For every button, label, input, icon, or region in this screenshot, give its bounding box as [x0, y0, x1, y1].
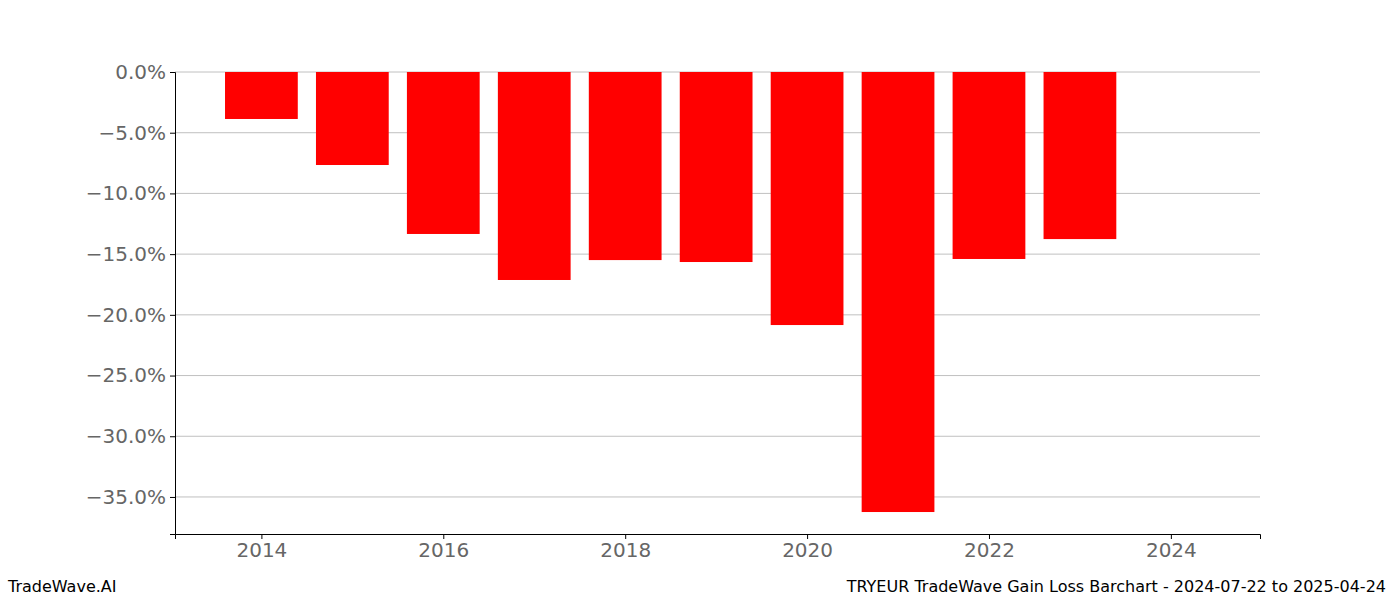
- bar: [589, 72, 662, 260]
- y-axis: 0.0% −5.0% −10.0% −15.0% −20.0% −25.0% −30.0% −…: [86, 60, 176, 535]
- y-tick-mark: [170, 193, 175, 194]
- y-tick: 0.0%: [115, 60, 175, 84]
- y-tick: −15.0%: [86, 242, 175, 266]
- y-tick: −20.0%: [86, 303, 175, 327]
- x-tick-label: 2016: [418, 538, 469, 562]
- y-tick-label: −15.0%: [86, 242, 166, 266]
- y-tick-mark: [170, 72, 175, 73]
- x-tick: 2024: [1146, 534, 1197, 562]
- bar: [316, 72, 389, 165]
- y-tick-mark: [170, 254, 175, 255]
- x-tick-label: 2014: [236, 538, 287, 562]
- chart: 0.0% −5.0% −10.0% −15.0% −20.0% −25.0% −30.0% −…: [0, 0, 1400, 600]
- y-tick: −25.0%: [86, 363, 175, 387]
- x-tick-label: 2018: [600, 538, 651, 562]
- grid-line: [175, 375, 1260, 376]
- y-tick-label: −10.0%: [86, 181, 166, 205]
- x-tick: 2020: [782, 534, 833, 562]
- y-tick: −35.0%: [86, 485, 175, 509]
- x-tick: 2022: [964, 534, 1015, 562]
- grid-line: [175, 436, 1260, 437]
- y-tick-mark: [170, 315, 175, 316]
- x-axis-line: [176, 535, 1261, 540]
- y-tick-mark: [170, 133, 175, 134]
- bars: [225, 72, 1116, 512]
- x-axis: 2014 2016 2018 2020 2022 2024: [176, 534, 1261, 562]
- bar: [407, 72, 480, 234]
- bar: [771, 72, 844, 325]
- y-tick-mark: [170, 376, 175, 377]
- bar: [1044, 72, 1117, 239]
- y-tick-mark: [170, 497, 175, 498]
- y-tick-label: −30.0%: [86, 424, 166, 448]
- y-tick-label: −20.0%: [86, 303, 166, 327]
- x-tick-label: 2024: [1146, 538, 1197, 562]
- y-tick-label: −5.0%: [98, 121, 166, 145]
- bar: [680, 72, 753, 262]
- y-axis-line: [170, 73, 176, 535]
- x-tick: 2016: [418, 534, 469, 562]
- grid: [175, 72, 1260, 497]
- bar: [225, 72, 298, 119]
- y-tick: −5.0%: [98, 121, 175, 145]
- y-tick-label: −25.0%: [86, 363, 166, 387]
- title: TRYEUR TradeWave Gain Loss Barchart - 20…: [846, 577, 1386, 596]
- y-tick: −30.0%: [86, 424, 175, 448]
- grid-line: [175, 314, 1260, 315]
- y-tick-mark: [170, 436, 175, 437]
- y-tick-label: −35.0%: [86, 485, 166, 509]
- bar: [498, 72, 571, 280]
- y-tick-label: 0.0%: [115, 60, 166, 84]
- watermark: TradeWave.AI: [7, 577, 116, 596]
- y-tick: −10.0%: [86, 181, 175, 205]
- bar: [953, 72, 1026, 259]
- x-tick-label: 2022: [964, 538, 1015, 562]
- grid-line: [175, 496, 1260, 497]
- x-tick: 2018: [600, 534, 651, 562]
- plot: 0.0% −5.0% −10.0% −15.0% −20.0% −25.0% −30.0% −…: [86, 60, 1261, 562]
- x-tick: 2014: [236, 534, 287, 562]
- bar: [862, 72, 935, 512]
- x-tick-label: 2020: [782, 538, 833, 562]
